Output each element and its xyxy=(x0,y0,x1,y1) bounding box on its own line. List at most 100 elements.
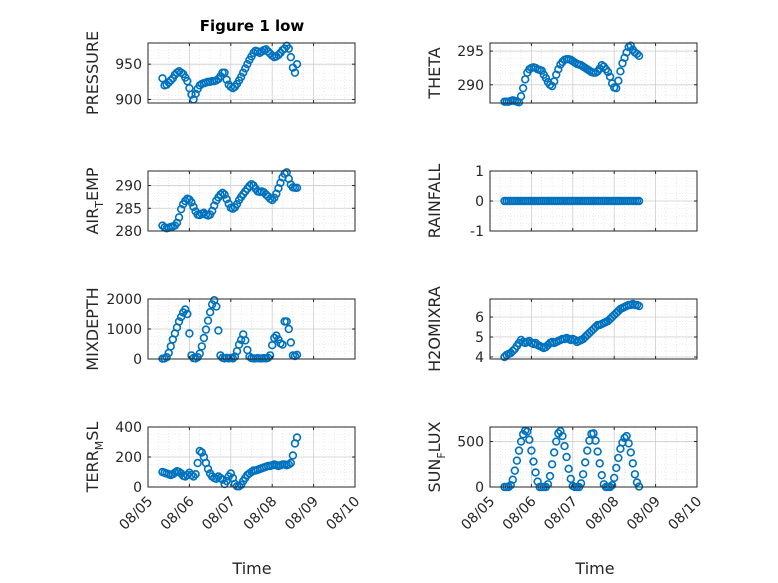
figure-title: Figure 1 low xyxy=(200,17,305,35)
x-tick-label: 08/08 xyxy=(583,494,623,534)
y-tick-label: 0 xyxy=(475,480,484,496)
data-point xyxy=(634,51,644,61)
panel-terr_msl: 0 200 400 08/05 08/06 08/07 08/08 08/09 08/10 TER… xyxy=(83,420,363,533)
y-tick-label: 5 xyxy=(475,330,484,346)
data-point xyxy=(554,65,563,74)
data-point xyxy=(612,83,621,93)
y-tick-label: 4 xyxy=(475,350,484,366)
data-point xyxy=(545,471,555,481)
data-point xyxy=(632,49,642,58)
y-axis-label: MIXDEPTH xyxy=(83,287,102,370)
data-point xyxy=(634,301,644,311)
data-point xyxy=(286,458,296,468)
x-tick-label: 08/05 xyxy=(116,494,156,534)
axes-box xyxy=(489,298,698,360)
axes-box xyxy=(489,426,698,488)
data-point xyxy=(284,44,293,53)
data-point xyxy=(263,47,273,56)
x-tick-label: 08/09 xyxy=(624,494,664,534)
data-point xyxy=(537,66,546,75)
data-point xyxy=(187,198,196,207)
data-point xyxy=(241,336,250,345)
y-tick-label: 1000 xyxy=(106,322,142,338)
data-point xyxy=(203,316,213,325)
data-point xyxy=(523,427,532,436)
x-tick-label: 08/05 xyxy=(458,494,498,534)
data-point xyxy=(220,190,229,199)
data-point xyxy=(234,340,244,349)
data-point xyxy=(514,446,524,455)
data-point xyxy=(547,81,557,91)
panel-h2omixra: 4 5 6 H2OMIXRA xyxy=(425,286,698,372)
y-tick-label: 950 xyxy=(115,57,142,73)
data-point xyxy=(162,80,171,89)
data-point xyxy=(595,459,604,468)
y-tick-label: 290 xyxy=(457,78,484,94)
data-point xyxy=(292,350,302,359)
data-point xyxy=(597,470,606,480)
data-point xyxy=(216,190,225,199)
data-point xyxy=(614,453,623,463)
data-point xyxy=(210,201,219,210)
y-tick-label: 400 xyxy=(115,420,142,436)
data-point xyxy=(531,468,540,477)
y-tick-label: 6 xyxy=(475,310,484,326)
data-point xyxy=(612,463,621,473)
data-point xyxy=(274,50,283,60)
data-point xyxy=(193,458,202,468)
data-point xyxy=(278,340,287,349)
data-point xyxy=(558,431,567,441)
data-point xyxy=(616,67,625,76)
data-point xyxy=(191,470,200,479)
axes-box xyxy=(147,42,356,104)
panel-air_temp: 280 285 290 AIRTEMP xyxy=(83,167,356,240)
data-point xyxy=(261,45,271,54)
data-point xyxy=(525,435,534,444)
x-tick-label: 08/07 xyxy=(199,494,239,534)
data-point xyxy=(268,341,277,350)
data-point xyxy=(292,433,302,442)
y-axis-label: THETA xyxy=(425,47,444,99)
data-point xyxy=(566,474,575,484)
data-point xyxy=(214,326,223,335)
y-tick-label: 200 xyxy=(115,450,142,466)
data-point xyxy=(564,464,573,474)
data-point xyxy=(218,188,227,198)
data-point xyxy=(189,472,198,481)
data-point xyxy=(516,437,526,446)
y-axis-label: H2OMIXRA xyxy=(425,286,444,372)
data-point xyxy=(243,59,252,69)
panel-pressure: 900 950 PRESSURE xyxy=(83,31,356,115)
data-point xyxy=(630,470,640,479)
data-point xyxy=(512,456,522,465)
data-point xyxy=(205,308,215,317)
axes-box xyxy=(489,42,698,104)
data-point xyxy=(609,473,619,483)
data-point xyxy=(593,447,602,456)
data-point xyxy=(236,72,246,82)
y-axis-label: AIRTEMP xyxy=(83,167,106,234)
data-point xyxy=(634,196,644,206)
data-point xyxy=(508,475,517,484)
x-tick-label: 08/09 xyxy=(282,494,322,534)
axes-box xyxy=(147,170,356,232)
y-tick-label: 1 xyxy=(475,164,484,180)
data-point xyxy=(518,83,528,93)
data-point xyxy=(226,469,236,478)
data-point xyxy=(552,437,561,446)
y-tick-label: 285 xyxy=(115,201,142,217)
xlabel-right: Time xyxy=(574,559,614,578)
data-point xyxy=(228,354,238,363)
data-point xyxy=(158,74,167,83)
x-tick-label: 08/10 xyxy=(665,494,705,534)
data-point xyxy=(591,436,600,445)
data-point xyxy=(191,89,200,99)
x-tick-label: 08/06 xyxy=(500,494,540,534)
data-point xyxy=(516,92,526,101)
data-point xyxy=(556,426,565,436)
data-point xyxy=(589,429,598,438)
y-axis-label: TERRMSL xyxy=(83,422,106,494)
data-point xyxy=(185,329,194,338)
data-point xyxy=(614,76,623,85)
